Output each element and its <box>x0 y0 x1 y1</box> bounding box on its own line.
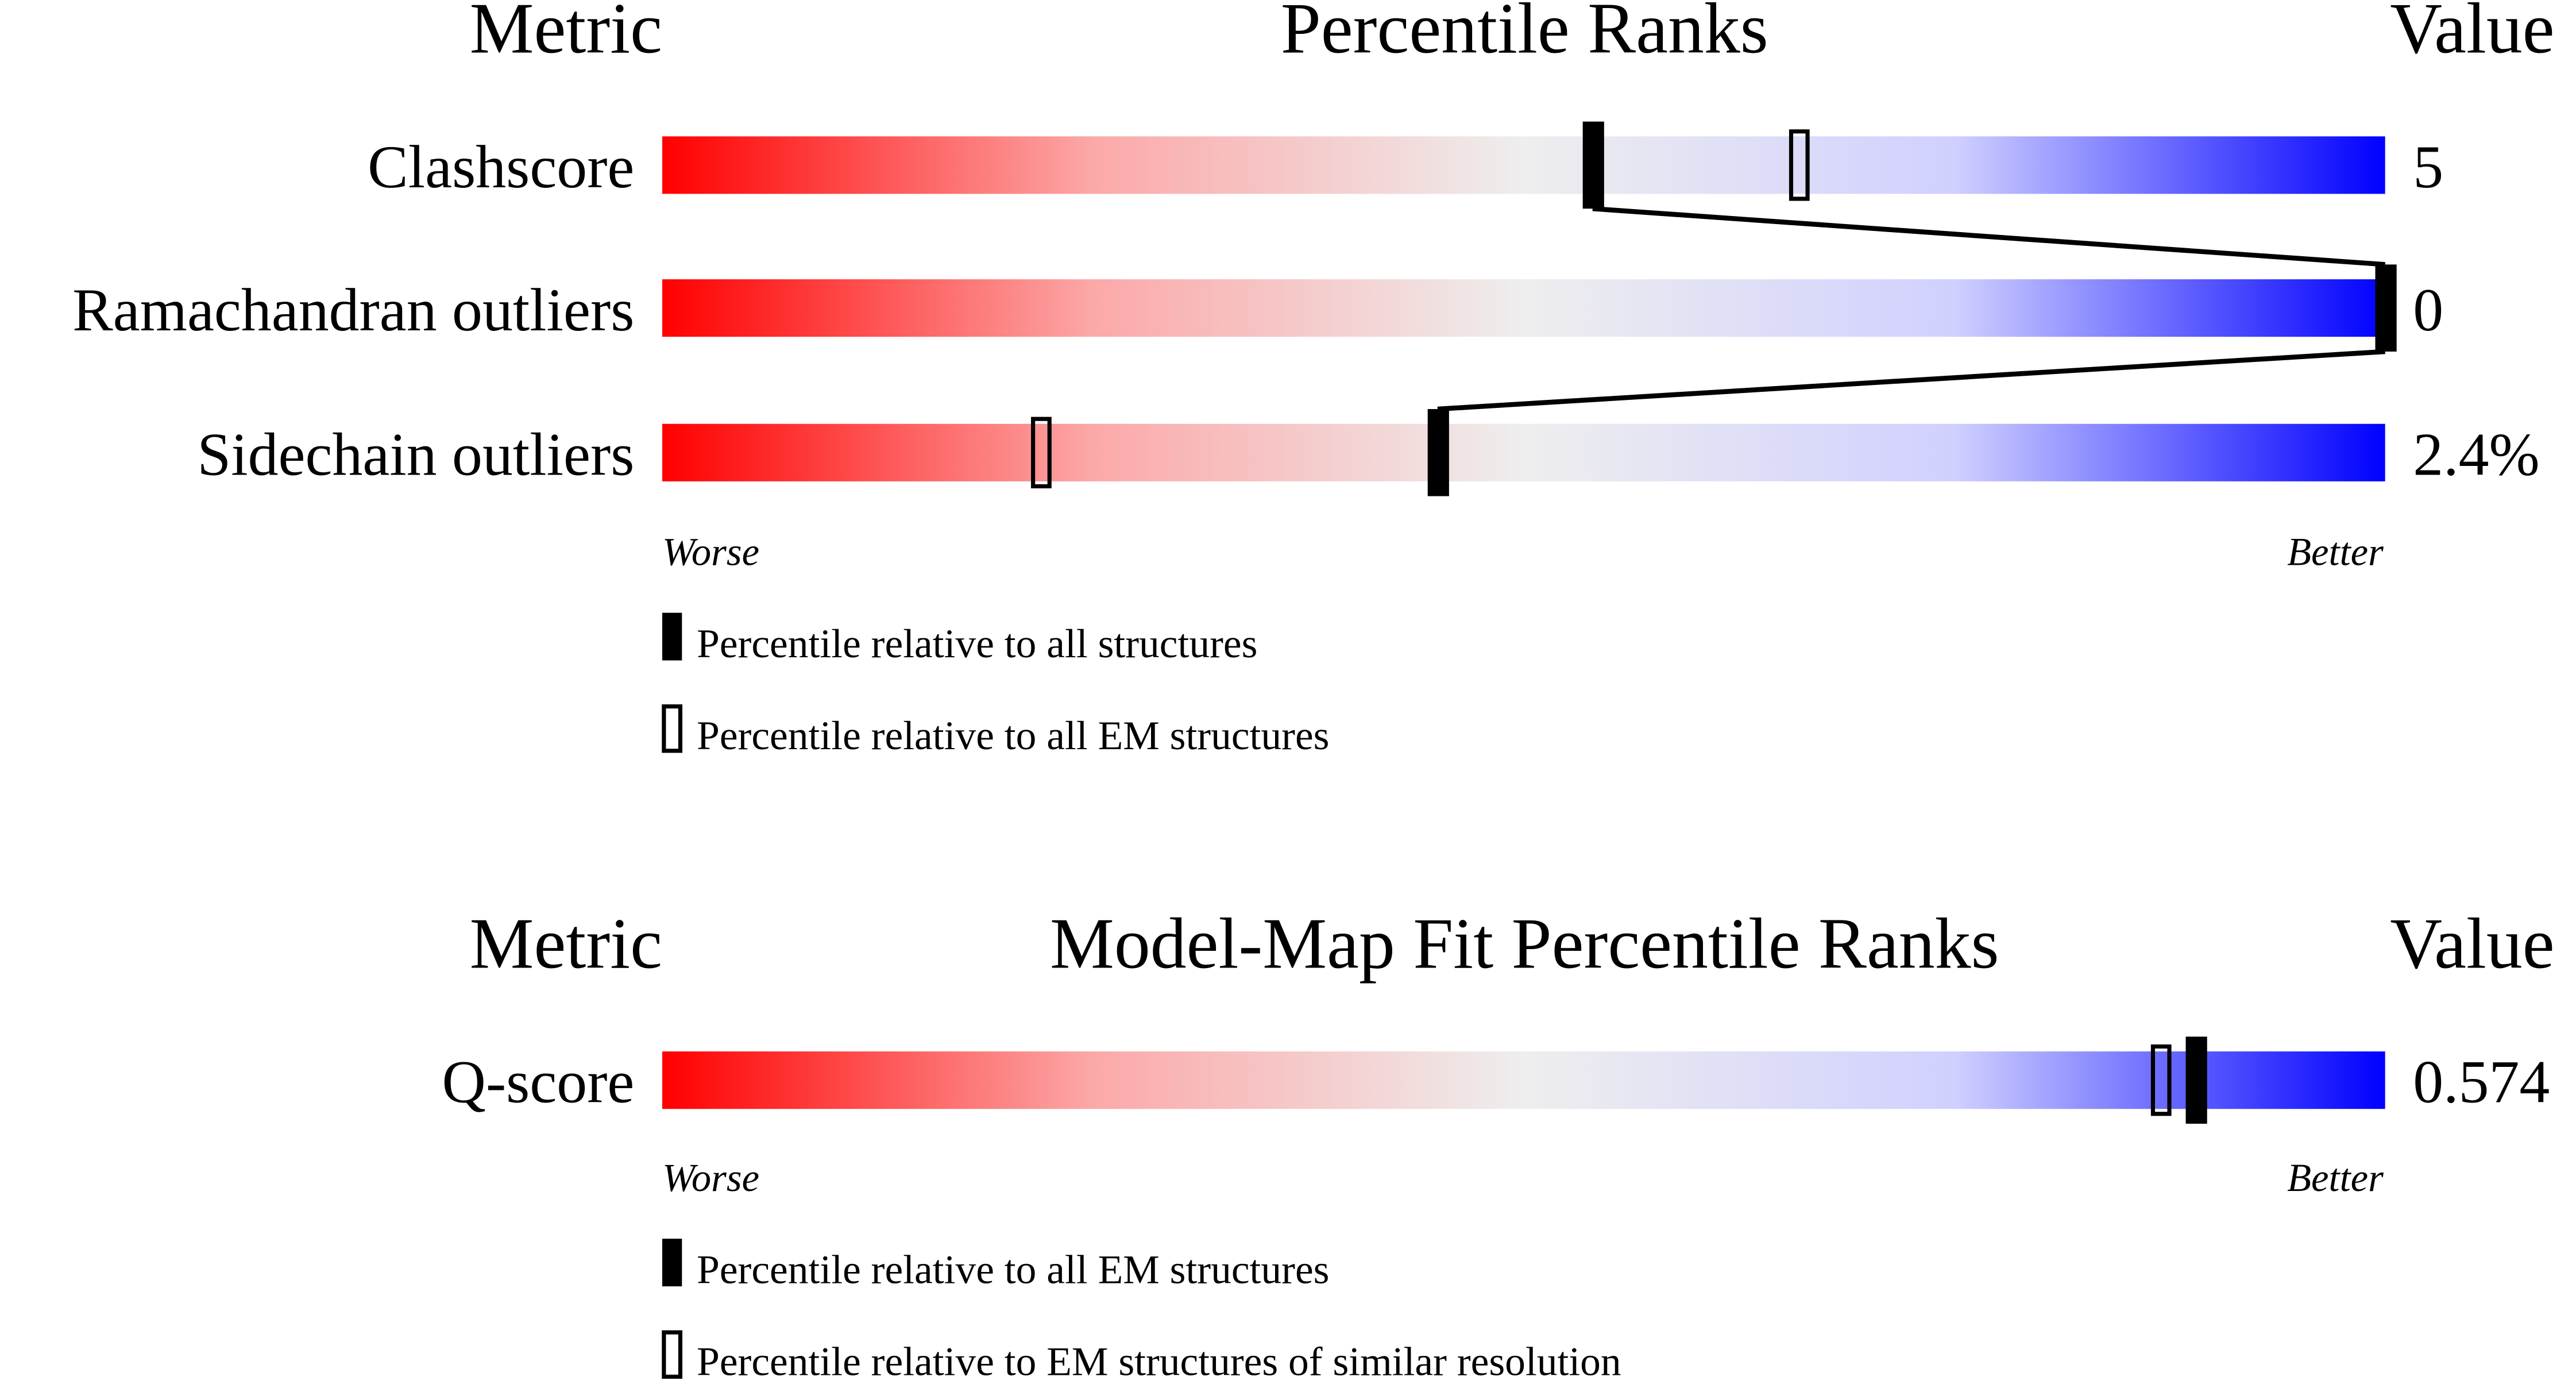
chart-title: Model-Map Fit Percentile Ranks <box>1050 904 1999 984</box>
open-percentile-marker <box>1789 129 1810 201</box>
connector-line <box>1592 206 2385 267</box>
percentile-bar <box>662 423 2385 481</box>
metric-row: Ramachandran outliers 0 <box>72 264 2443 352</box>
legend-label: Percentile relative to all EM structures <box>697 713 1329 758</box>
legend-open-marker <box>662 1330 683 1379</box>
connector-line <box>1437 349 2385 412</box>
open-percentile-marker <box>1031 417 1052 488</box>
metric-header: Metric <box>470 904 662 984</box>
value-header: Value <box>2390 904 2554 984</box>
metric-label: Clashscore <box>368 133 634 201</box>
metric-label: Ramachandran outliers <box>72 276 634 344</box>
legend-filled-marker <box>662 1239 682 1287</box>
metric-value: 0.574 <box>2413 1049 2550 1116</box>
validation-panel: Clashscore 5 Ramachandran outliers 0 Sidecha… <box>72 121 2540 496</box>
filled-percentile-marker <box>2185 1036 2207 1124</box>
metric-value: 5 <box>2413 133 2443 201</box>
metric-label: Sidechain outliers <box>197 421 634 488</box>
value-header: Value <box>2390 0 2554 69</box>
legend-filled-marker <box>662 612 682 661</box>
worse-label: Worse <box>662 530 759 574</box>
legend-label: Percentile relative to all structures <box>697 621 1257 666</box>
chart-title: Percentile Ranks <box>1281 0 1768 69</box>
metric-row: Q-score 0.574 <box>442 1036 2550 1124</box>
metric-value: 2.4% <box>2413 421 2539 488</box>
legend-open-marker <box>662 704 683 753</box>
filled-percentile-marker <box>1427 409 1449 496</box>
metric-value: 0 <box>2413 276 2443 344</box>
metric-header: Metric <box>470 0 662 69</box>
metric-label: Q-score <box>442 1049 635 1116</box>
legend-label: Percentile relative to EM structures of … <box>697 1339 1621 1380</box>
metric-row: Sidechain outliers 2.4% <box>197 409 2540 496</box>
filled-percentile-marker <box>2375 264 2397 352</box>
model-map-panel: Q-score 0.574 <box>442 1036 2550 1124</box>
better-label: Better <box>2287 530 2384 574</box>
worse-label: Worse <box>662 1156 759 1200</box>
percentile-bar <box>662 279 2385 337</box>
legend-label: Percentile relative to all EM structures <box>697 1247 1329 1292</box>
filled-percentile-marker <box>1582 121 1604 209</box>
open-percentile-marker <box>2150 1044 2172 1116</box>
percentile-bar <box>662 136 2385 194</box>
percentile-bar <box>662 1051 2385 1109</box>
metric-row: Clashscore 5 <box>368 121 2443 209</box>
better-label: Better <box>2287 1156 2384 1200</box>
